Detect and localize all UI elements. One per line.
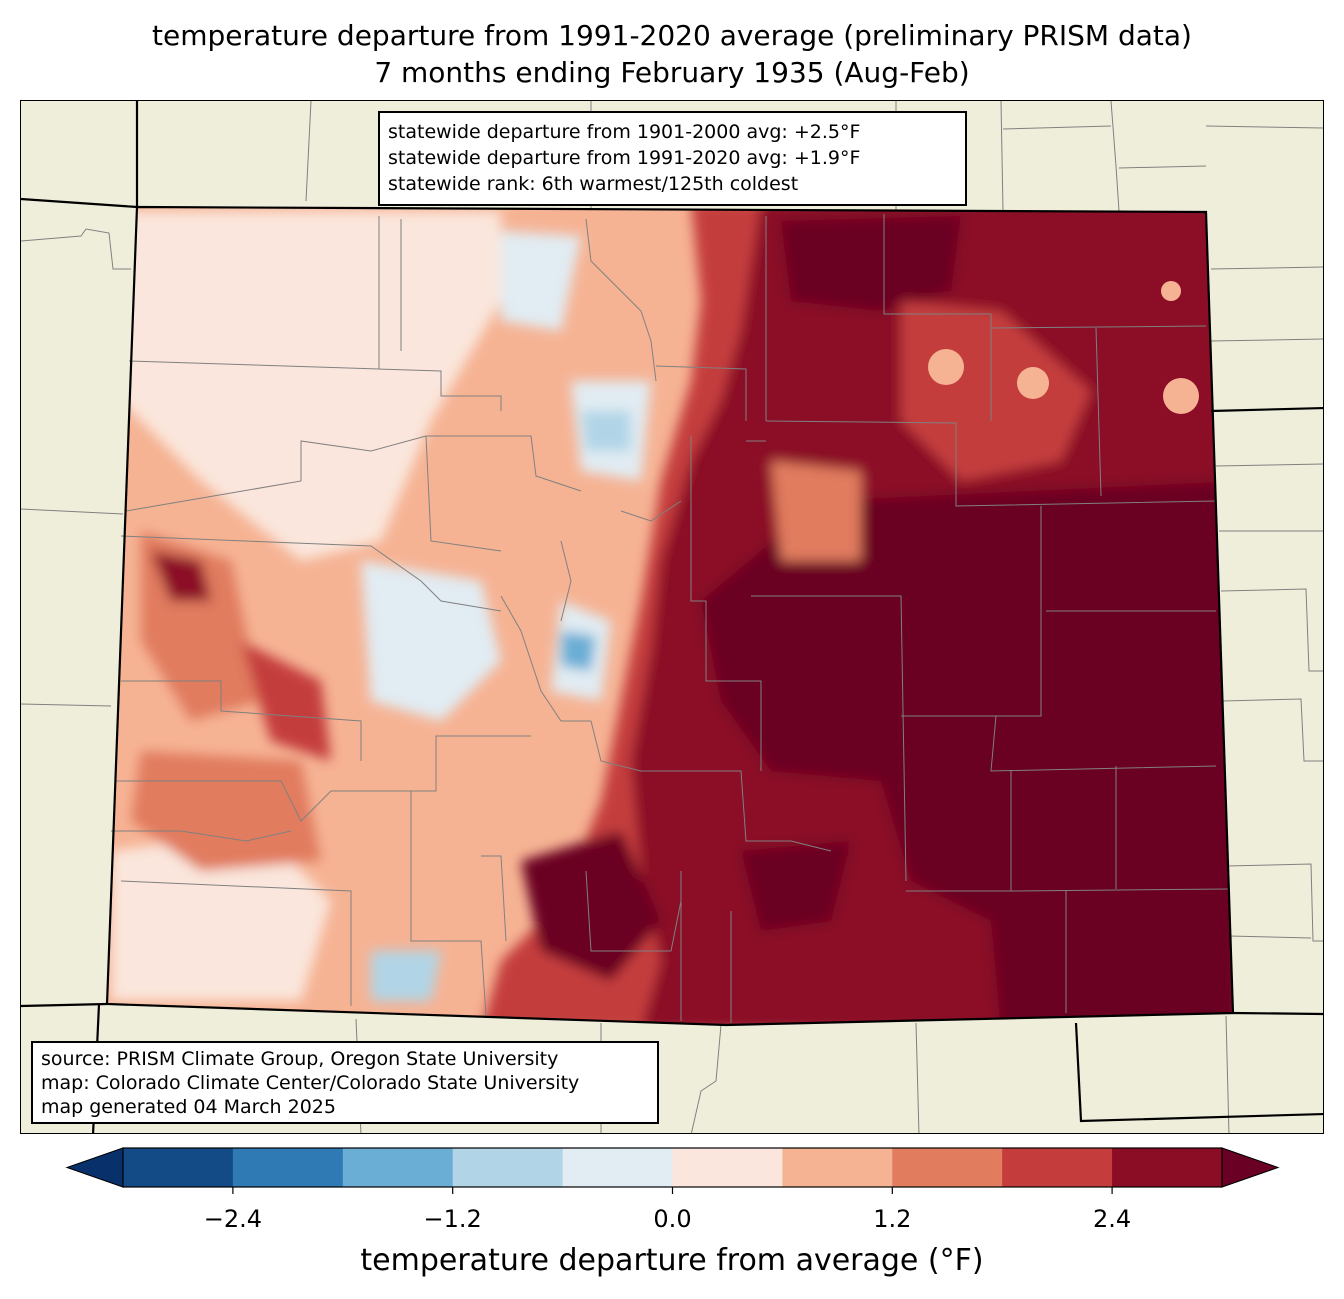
colorbar-tick-label: −1.2 <box>423 1205 482 1233</box>
colorbar-bin <box>672 1148 783 1187</box>
colorbar-ticks <box>232 1187 1113 1194</box>
colorbar-bin <box>342 1148 454 1187</box>
stats-line-1: statewide departure from 1901-2000 avg: … <box>388 121 861 143</box>
colorbar-bin <box>1002 1148 1113 1187</box>
colorbar-bin <box>1112 1148 1223 1187</box>
temperature-field <box>107 207 1233 1025</box>
colorbar-tick-label: −2.4 <box>203 1205 263 1233</box>
colorbar-bin <box>232 1148 344 1187</box>
map-title: temperature departure from 1991-2020 ave… <box>152 19 1192 52</box>
colorado-map <box>21 101 1323 1133</box>
colorbar-bin <box>562 1148 673 1187</box>
colorbar-label: temperature departure from average (°F) <box>360 1243 984 1278</box>
colorbar-over-arrow <box>1221 1147 1280 1188</box>
colorbar-bin <box>892 1148 1003 1187</box>
source-line-3: map generated 04 March 2025 <box>41 1096 336 1118</box>
colorbar-bin <box>452 1148 564 1187</box>
colorado-border <box>105 205 1235 1027</box>
neighbor-county-lines <box>21 101 1323 1133</box>
colorbar <box>65 1147 1280 1194</box>
colorbar-bin <box>123 1148 234 1187</box>
source-line-1: source: PRISM Climate Group, Oregon Stat… <box>41 1048 559 1070</box>
stats-line-3: statewide rank: 6th warmest/125th coldes… <box>388 173 799 195</box>
stats-line-2: statewide departure from 1991-2020 avg: … <box>388 147 861 169</box>
colorbar-tick-label: 0.0 <box>653 1205 692 1233</box>
colorbar-tick-label: 1.2 <box>873 1205 912 1233</box>
colorbar-bin <box>782 1148 893 1187</box>
source-line-2: map: Colorado Climate Center/Colorado St… <box>41 1072 580 1094</box>
colorbar-bins <box>65 1147 1280 1188</box>
map-panel <box>20 100 1324 1134</box>
map-subtitle: 7 months ending February 1935 (Aug-Feb) <box>374 56 970 89</box>
source-credit-box: source: PRISM Climate Group, Oregon Stat… <box>31 1041 659 1124</box>
colorado-county-lines <box>111 214 1230 1023</box>
statewide-stats-box: statewide departure from 1901-2000 avg: … <box>378 111 967 206</box>
colorbar-under-arrow <box>65 1147 124 1188</box>
colorbar-tick-label: 2.4 <box>1093 1205 1132 1233</box>
